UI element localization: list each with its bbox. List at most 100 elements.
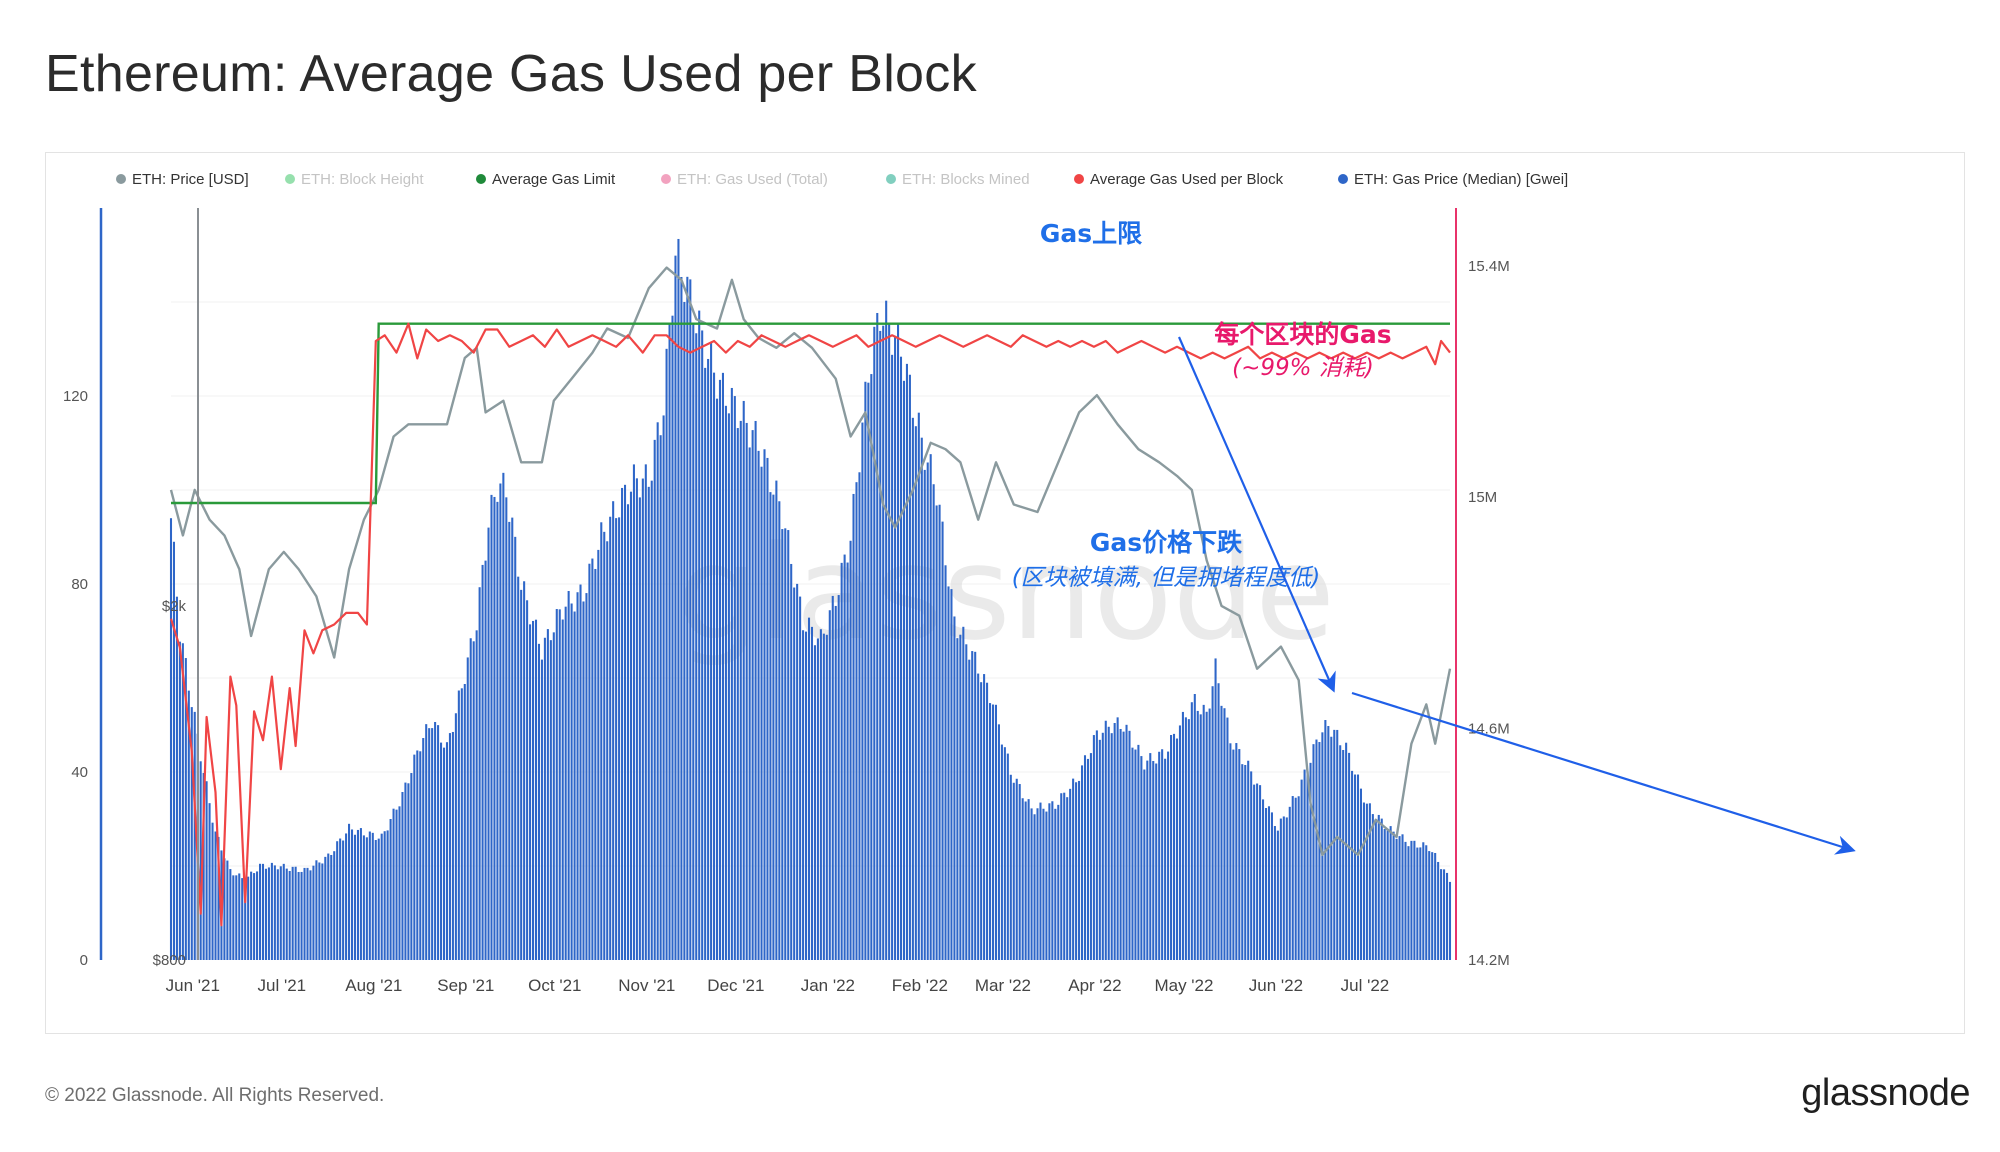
gas-price-bar	[621, 487, 624, 960]
gas-price-bar	[974, 651, 977, 960]
gas-price-bar	[1184, 717, 1187, 960]
gas-price-bar	[1175, 738, 1179, 960]
gas-price-bar	[1003, 747, 1006, 960]
gas-price-bar	[1101, 732, 1104, 960]
gas-price-bar	[659, 435, 662, 961]
glassnode-watermark: glassnode	[677, 517, 1335, 669]
gas-price-bar	[1172, 733, 1176, 960]
gas-price-bar	[312, 865, 315, 960]
gas-price-bar	[793, 587, 796, 960]
gas-price-bar	[1199, 714, 1202, 960]
gas-price-bar	[410, 773, 413, 960]
gas-price-bar	[270, 862, 273, 960]
gas-price-bar	[1339, 745, 1342, 960]
gas-price-bar	[997, 724, 1000, 960]
gas-price-bar	[434, 721, 437, 960]
gas-price-bar	[1437, 861, 1440, 960]
x-tick-label: Mar '22	[975, 976, 1031, 995]
gas-price-bar	[1386, 830, 1389, 960]
gas-price-bar	[941, 521, 944, 960]
gas-price-bar	[1202, 704, 1205, 960]
gas-price-bar	[1220, 705, 1223, 960]
gas-price-bar	[549, 640, 552, 960]
gas-price-bar	[1104, 720, 1107, 960]
gas-price-bar	[330, 854, 333, 960]
gas-price-bar	[825, 634, 828, 960]
gas-price-bar	[1380, 818, 1383, 960]
x-tick-label: Jul '22	[1341, 976, 1390, 995]
gas-price-bar	[1134, 749, 1137, 960]
gas-price-bar	[813, 645, 816, 960]
gas-price-bar	[1324, 720, 1327, 960]
gas-price-bar	[612, 501, 615, 960]
gas-price-bar	[858, 472, 861, 960]
gas-price-bar	[727, 413, 730, 961]
gas-price-tick-label: 120	[63, 388, 88, 405]
gas-price-bar	[677, 238, 680, 961]
gas-price-bar	[1187, 719, 1190, 960]
gas-price-bar	[947, 586, 950, 960]
gas-price-bar	[327, 853, 330, 960]
legend-item: ETH: Block Height	[285, 171, 424, 188]
gas-price-bar	[211, 822, 214, 960]
gas-price-bar	[796, 583, 799, 960]
gas-price-bar	[475, 630, 478, 960]
gas-price-bar	[600, 522, 603, 960]
gas-price-bar	[1356, 774, 1360, 960]
gas-price-bar	[321, 863, 324, 960]
gas-limit-annotation: Gas上限	[1040, 219, 1142, 248]
gas-price-bar	[362, 835, 365, 960]
legend-item: ETH: Blocks Mined	[886, 171, 1030, 188]
gas-price-bar	[840, 562, 843, 960]
x-tick-label: Sep '21	[437, 976, 494, 995]
gas-price-bar	[1078, 780, 1081, 960]
gas-price-bar	[1443, 869, 1446, 960]
gas-price-bar	[1036, 808, 1039, 960]
gas-price-bar	[333, 851, 336, 960]
gas-price-bar	[879, 330, 882, 960]
gas-price-bar	[799, 596, 802, 960]
gas-price-bar	[1057, 804, 1060, 960]
gas-price-bar	[1267, 806, 1271, 960]
gas-price-bar	[724, 405, 727, 960]
gas-price-bar	[751, 430, 754, 961]
gas-price-bar	[1434, 852, 1437, 960]
gas-price-bar	[336, 841, 339, 960]
gas-price-bar	[701, 330, 704, 960]
gas-price-bar	[291, 866, 294, 960]
gas-price-bar	[576, 592, 579, 960]
gas-used-tick-label: 15.4M	[1468, 258, 1510, 275]
gas-price-bar	[472, 641, 475, 960]
gas-price-bar	[1410, 840, 1413, 960]
gas-price-bar	[1336, 729, 1339, 960]
gas-price-bar	[258, 863, 262, 960]
gas-price-bar	[807, 617, 811, 960]
gas-price-bar	[1425, 845, 1428, 960]
gas-price-bar	[1327, 726, 1330, 960]
gas-per-block-subannotation: (~99% 消耗)	[1232, 355, 1374, 381]
gas-price-bar	[582, 601, 585, 960]
gas-price-bar	[778, 501, 781, 960]
gas-price-bar	[715, 398, 719, 960]
gas-price-bar	[852, 493, 855, 960]
gas-price-bar	[626, 504, 630, 960]
gas-price-bar	[1128, 730, 1131, 960]
gas-price-bar	[190, 707, 193, 960]
gas-price-bar	[564, 606, 567, 960]
gas-price-bar	[1330, 736, 1333, 960]
gas-price-bar	[431, 728, 434, 960]
gas-price-bar	[950, 589, 953, 960]
gas-price-bar	[983, 674, 986, 960]
gas-price-bar	[487, 527, 490, 960]
legend-item: ETH: Gas Price (Median) [Gwei]	[1338, 171, 1568, 188]
gas-price-bar	[867, 382, 870, 960]
gas-price-bar	[953, 616, 956, 960]
gas-price-bar	[1140, 756, 1143, 960]
gas-price-bar	[1012, 782, 1015, 960]
gas-price-bar	[615, 518, 618, 960]
gas-price-bar	[680, 276, 683, 960]
gas-price-bar	[1250, 771, 1253, 960]
gas-price-bar	[1431, 852, 1434, 960]
gas-price-bar	[1110, 733, 1113, 960]
